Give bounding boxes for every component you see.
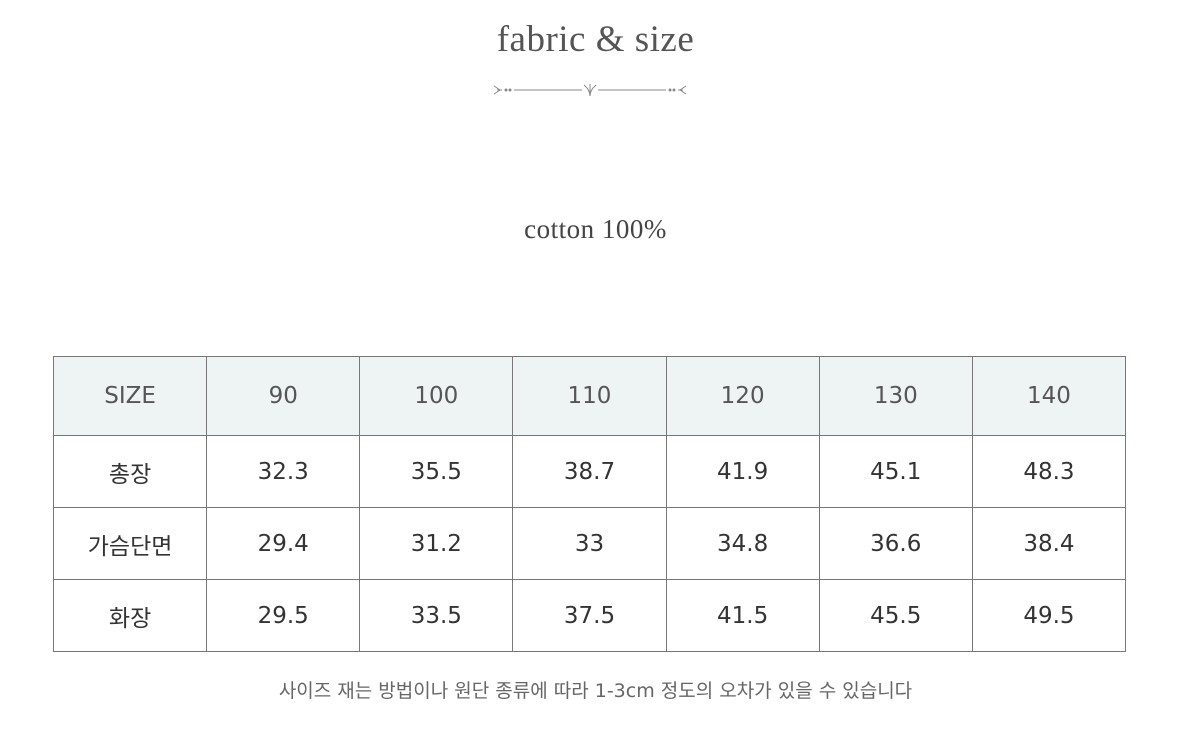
table-cell: 49.5 xyxy=(971,579,1127,652)
row-label: 총장 xyxy=(52,435,208,508)
header-cell: SIZE xyxy=(52,356,208,436)
table-cell: 32.3 xyxy=(206,435,361,508)
table-cell: 34.8 xyxy=(665,507,820,580)
table-cell: 33.5 xyxy=(359,579,514,652)
fabric-composition: cotton 100% xyxy=(524,214,667,244)
table-cell: 45.1 xyxy=(818,435,973,508)
table-cell: 29.4 xyxy=(206,507,361,580)
table-cell: 29.5 xyxy=(206,579,361,652)
table-row: 가슴단면 29.4 31.2 33 34.8 36.6 38.4 xyxy=(52,507,1127,580)
table-cell: 36.6 xyxy=(818,507,973,580)
header-cell: 130 xyxy=(818,356,973,436)
header-cell: 120 xyxy=(665,356,820,436)
table-cell: 41.5 xyxy=(665,579,820,652)
header-cell: 140 xyxy=(971,356,1127,436)
table-cell: 37.5 xyxy=(512,579,667,652)
table-row: 총장 32.3 35.5 38.7 41.9 45.1 48.3 xyxy=(52,435,1127,508)
header-cell: 110 xyxy=(512,356,667,436)
table-cell: 45.5 xyxy=(818,579,973,652)
table-cell: 38.4 xyxy=(971,507,1127,580)
size-table: SIZE 90 100 110 120 130 140 총장 32.3 35.5… xyxy=(52,356,1127,652)
row-label: 화장 xyxy=(52,579,208,652)
ornament-divider-icon xyxy=(493,84,687,97)
section-title: fabric & size xyxy=(496,19,695,60)
header-cell: 100 xyxy=(359,356,514,436)
table-header-row: SIZE 90 100 110 120 130 140 xyxy=(52,356,1127,436)
header-cell: 90 xyxy=(206,356,361,436)
table-cell: 35.5 xyxy=(359,435,514,508)
table-cell: 38.7 xyxy=(512,435,667,508)
table-cell: 41.9 xyxy=(665,435,820,508)
table-cell: 33 xyxy=(512,507,667,580)
table-cell: 31.2 xyxy=(359,507,514,580)
table-cell: 48.3 xyxy=(971,435,1127,508)
measurement-note: 사이즈 재는 방법이나 원단 종류에 따라 1-3cm 정도의 오차가 있을 수… xyxy=(278,680,913,702)
row-label: 가슴단면 xyxy=(52,507,208,580)
table-row: 화장 29.5 33.5 37.5 41.5 45.5 49.5 xyxy=(52,579,1127,652)
